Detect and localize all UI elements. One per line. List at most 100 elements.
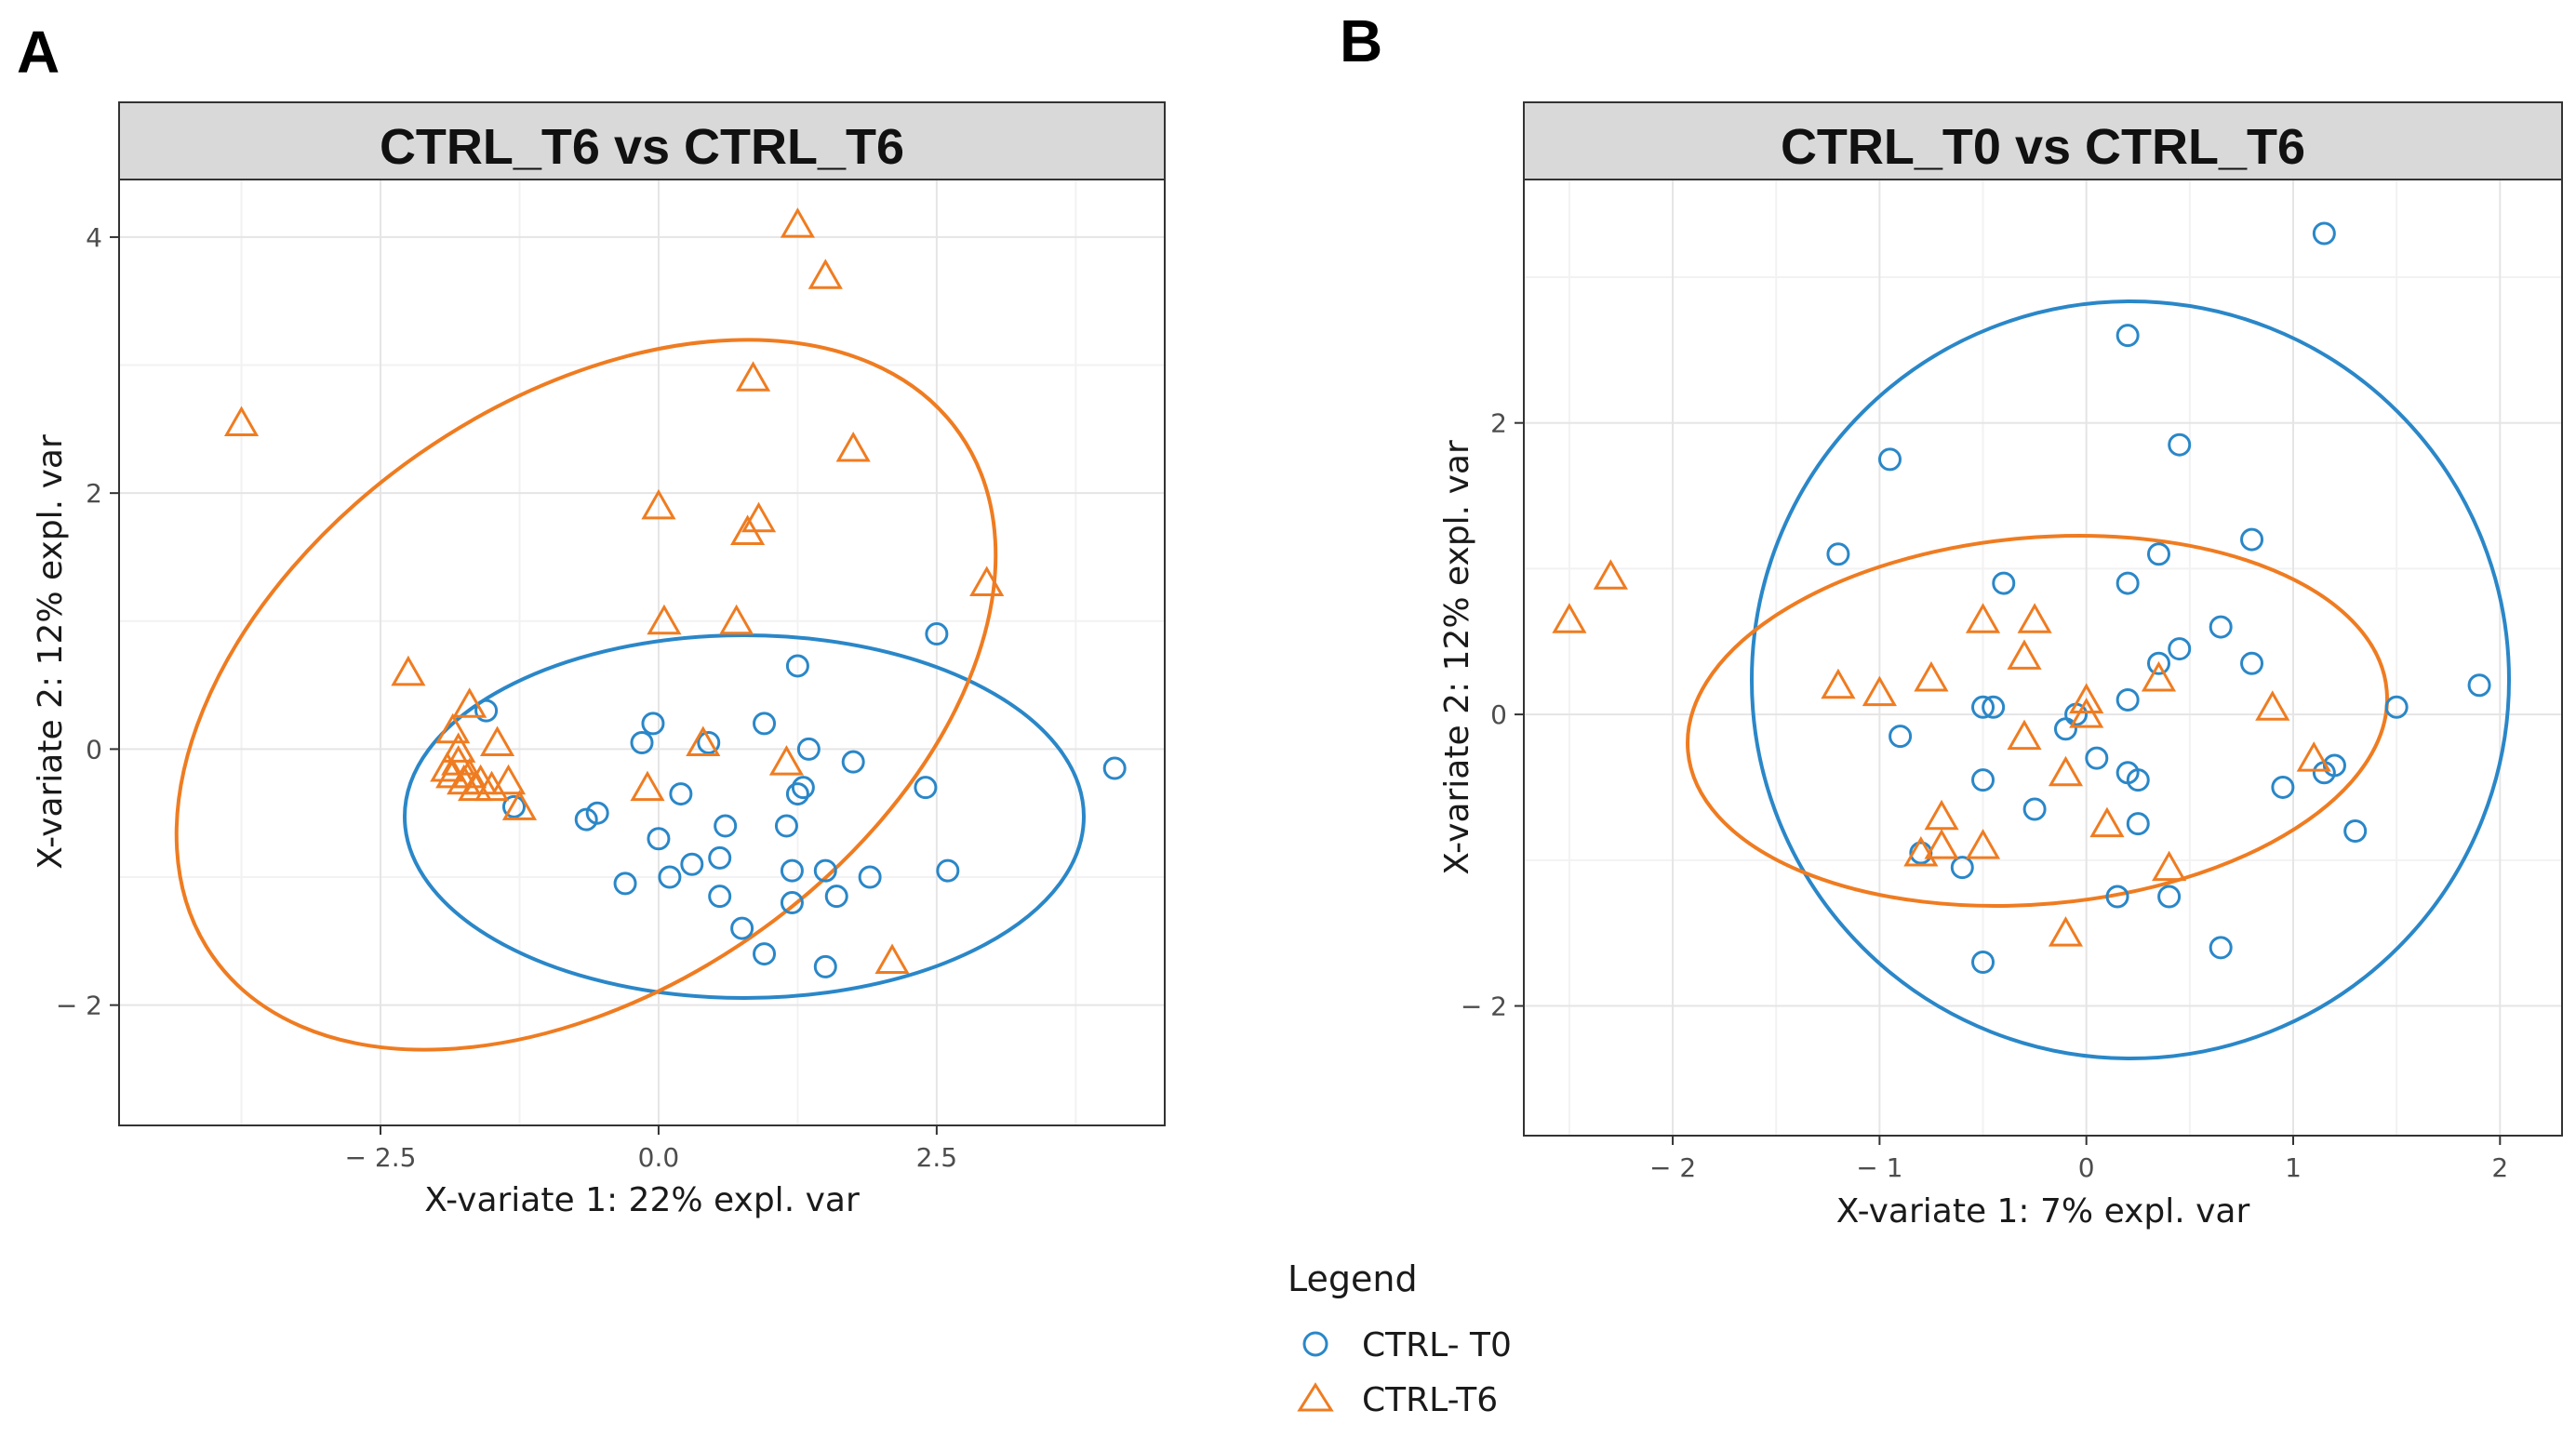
panel-b-point-ctrl-t6 [2152, 850, 2187, 882]
panel-b-y-tick-label: − 2 [1461, 991, 1507, 1022]
panel-a-point-ctrl-t0 [714, 814, 738, 838]
panel-b-strip [1523, 101, 2563, 180]
panel-b-point-ctrl-t0 [2116, 324, 2140, 348]
panel-a-point-ctrl-t6 [780, 207, 815, 238]
panel-a-ticks: − 2.5 0.0 2.5 − 2 0 2 4 [56, 222, 957, 1173]
panel-a-point-ctrl-t0 [796, 737, 821, 761]
panel-a-point-ctrl-t0 [858, 865, 882, 889]
panel-b-point-ctrl-t0 [2157, 885, 2182, 909]
panel-a-point-ctrl-t0 [824, 885, 848, 909]
panel-a-point-ctrl-t6 [686, 725, 721, 757]
panel-b-point-ctrl-t6 [1965, 829, 2001, 859]
panel-b-ellipse-ctrl-t6 [1686, 534, 2389, 908]
panel-a-point-ctrl-t6 [490, 764, 527, 795]
panel-b-point-ctrl-t6 [2007, 719, 2042, 751]
panel-b-point-ctrl-t0 [2384, 695, 2409, 719]
panel-b-point-ctrl-t6 [2069, 698, 2104, 728]
panel-a-point-ctrl-t6 [874, 943, 910, 974]
panel-b-point-ctrl-t6 [1914, 660, 1949, 692]
panel-b-point-ctrl-t0 [2271, 775, 2295, 799]
panel-a-point-ctrl-t0 [753, 942, 777, 966]
panel-b-point-ctrl-t0 [1909, 841, 1933, 865]
panel-a-point-ctrl-t0 [785, 654, 809, 678]
legend: Legend CTRL- T0 CTRL-T6 [1288, 1258, 1512, 1419]
panel-a-point-ctrl-t0 [785, 782, 809, 806]
panel-b-point-ctrl-t6 [2296, 741, 2331, 772]
panel-a-border [118, 179, 1166, 1126]
panel-a-y-tick-label: 0 [86, 734, 102, 765]
panel-a-point-ctrl-t0 [501, 794, 526, 818]
panel-a-point-ctrl-t0 [813, 954, 837, 978]
panel-a-point-ctrl-t0 [658, 865, 682, 889]
panel-a-point-ctrl-t0 [780, 858, 804, 883]
panel-b-point-ctrl-t0 [1950, 856, 1974, 880]
panel-a-y-tick-label: 4 [86, 222, 102, 253]
panel-b-point-ctrl-t6 [1903, 835, 1939, 867]
panel-a-point-ctrl-t0 [925, 622, 949, 646]
panel-b-point-ctrl-t6 [2048, 916, 2084, 947]
panel-a-point-ctrl-t6 [969, 565, 1005, 596]
panel-b-point-ctrl-t0 [2085, 746, 2109, 770]
legend-ctrl-t6-label: CTRL-T6 [1362, 1381, 1498, 1419]
panel-a-point-ctrl-t6 [458, 770, 493, 802]
legend-ctrl-t0-marker [1302, 1331, 1328, 1357]
panel-b-point-ctrl-t0 [2467, 673, 2491, 698]
panel-a-ellipse-ctrl-t0 [402, 633, 1087, 1000]
panel-b-point-ctrl-t6 [1862, 675, 1897, 707]
panel-b-point-ctrl-t0 [2105, 885, 2129, 909]
panel-b-point-ctrl-t0 [1826, 542, 1850, 566]
panel-b-letter: B [1340, 7, 1382, 74]
panel-b-point-ctrl-t0 [2126, 812, 2150, 836]
panel-b-point-ctrl-t6 [1552, 603, 1587, 633]
panel-b-y-tick-label: 2 [1490, 408, 1507, 439]
panel-a-y-label: X-variate 2: 12% expl. var [32, 434, 70, 870]
panel-a-point-ctrl-t6 [741, 501, 777, 533]
panel-a-x-tick-label: 2.5 [916, 1142, 958, 1173]
panel-b-point-ctrl-t6 [2141, 660, 2177, 692]
panel-a-point-ctrl-t6 [441, 732, 476, 763]
panel-a-point-ctrl-t0 [708, 885, 732, 909]
panel-a-point-ctrl-t0 [585, 801, 609, 825]
panel-a-point-ctrl-t6 [223, 406, 260, 436]
panel-b-grid [1524, 180, 2562, 1136]
panel-b-point-ctrl-t0 [2116, 571, 2140, 595]
panel-b-point-ctrl-t6 [2069, 683, 2104, 713]
panel-b-point-ctrl-t6 [1965, 603, 2001, 633]
panel-b-ellipse-ctrl-t0 [1749, 299, 2512, 1060]
panel-b: B CTRL_T0 vs CTRL_T6 − 2 − 1 0 1 2 − 2 0 2 X-va… [1340, 7, 2563, 1231]
panel-b-point-ctrl-t0 [1971, 951, 1995, 975]
panel-a-point-ctrl-t0 [669, 782, 693, 806]
panel-b-point-ctrl-t6 [2017, 603, 2052, 633]
panel-a-point-ctrl-t6 [452, 687, 487, 718]
panel-b-point-ctrl-t0 [2312, 221, 2336, 246]
panel-b-point-ctrl-t0 [1992, 571, 2016, 595]
panel-b-point-ctrl-t0 [2146, 542, 2170, 566]
panel-b-point-ctrl-t6 [1821, 668, 1856, 699]
panel-a-point-ctrl-t0 [641, 712, 665, 736]
panel-a-ellipse-ctrl-t6 [174, 338, 998, 1052]
panel-b-x-tick-label: − 1 [1856, 1152, 1902, 1183]
legend-ctrl-t0-label: CTRL- T0 [1362, 1326, 1512, 1364]
panel-a-point-ctrl-t6 [647, 604, 682, 635]
panel-a-point-ctrl-t0 [680, 852, 704, 876]
panel-b-point-ctrl-t6 [2048, 755, 2084, 787]
panel-b-border [1523, 179, 2563, 1137]
panel-a-point-ctrl-t0 [708, 845, 732, 870]
panel-a-point-ctrl-t6 [835, 431, 871, 462]
panel-a-point-ctrl-t0 [936, 858, 960, 883]
panel-a-point-ctrl-t0 [730, 916, 754, 940]
panel-b-point-ctrl-t0 [2209, 936, 2233, 960]
panel-a-x-tick-label: − 2.5 [345, 1142, 417, 1173]
panel-a-point-ctrl-t6 [768, 745, 805, 776]
panel-a-x-tick-label: 0.0 [638, 1142, 680, 1173]
panel-a-point-ctrl-t0 [1102, 756, 1127, 780]
panel-b-title: CTRL_T0 vs CTRL_T6 [1781, 119, 2305, 175]
panel-a-letter: A [17, 19, 60, 86]
panel-b-point-ctrl-t0 [2022, 797, 2047, 821]
panel-a-point-ctrl-t6 [391, 655, 426, 686]
panel-a-point-ctrl-t0 [630, 731, 654, 755]
panel-a-title: CTRL_T6 vs CTRL_T6 [380, 119, 904, 175]
panel-b-point-ctrl-t6 [1924, 799, 1959, 831]
panel-a-point-ctrl-t0 [813, 858, 837, 883]
